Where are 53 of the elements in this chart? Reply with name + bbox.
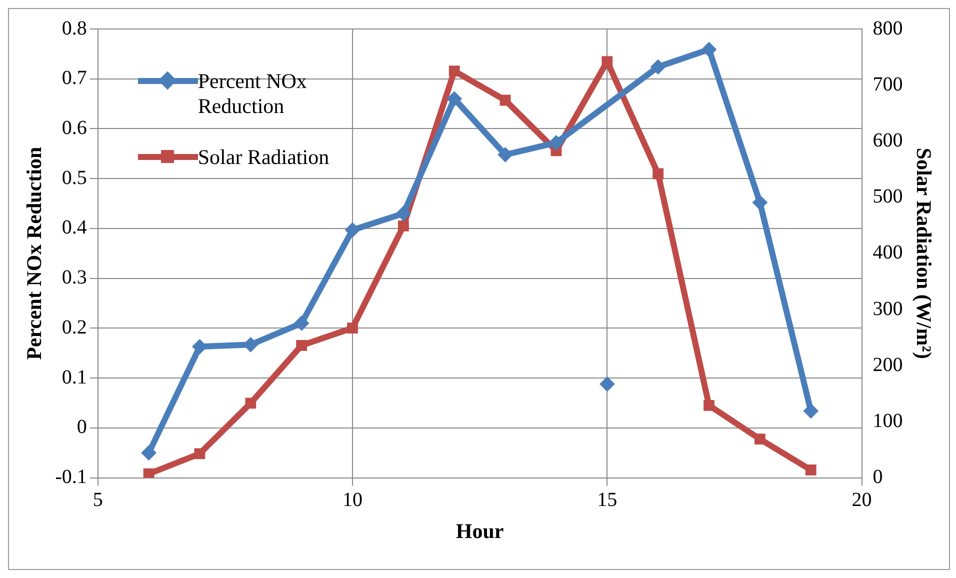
x-tick-label: 20 — [852, 489, 872, 512]
x-axis-title: Hour — [456, 518, 504, 543]
y2-tick-label: 300 — [872, 298, 903, 320]
y2-tick-label: 400 — [872, 242, 903, 264]
x-tick-label: 5 — [92, 489, 103, 512]
point — [602, 56, 613, 67]
point — [754, 434, 766, 445]
point — [347, 322, 358, 334]
point — [448, 66, 460, 77]
y-tick-label: 0.2 — [62, 316, 87, 338]
point — [650, 59, 666, 74]
point — [446, 91, 462, 106]
point — [498, 147, 513, 162]
y-tick-label: 0 — [76, 416, 87, 438]
y-tick-label: 0.4 — [62, 216, 87, 239]
point — [194, 448, 206, 460]
point — [500, 94, 511, 106]
y-tick-label: 0.7 — [62, 67, 87, 90]
y-tick-label: -0.1 — [55, 466, 87, 488]
y2-tick-label: 0 — [872, 466, 883, 488]
point — [752, 195, 768, 210]
point — [143, 468, 154, 478]
y-axis-title: Percent NOx Reduction — [22, 146, 46, 360]
point — [803, 403, 818, 418]
y-tick-label: 0.6 — [62, 116, 87, 139]
point — [245, 398, 256, 409]
point — [600, 376, 615, 392]
y-tick-label: 0.5 — [62, 166, 87, 189]
point — [704, 400, 714, 411]
y2-tick-label: 100 — [872, 410, 903, 432]
y2-tick-label: 200 — [872, 354, 903, 376]
point — [294, 316, 310, 331]
point — [345, 222, 360, 238]
point — [702, 42, 717, 57]
y-tick-label: 0.8 — [62, 17, 87, 40]
point — [296, 340, 308, 351]
y2-tick-label: 600 — [872, 129, 903, 152]
point — [652, 168, 664, 180]
y2-axis-title: Solar Radiation (W/m²) — [912, 148, 936, 360]
legend-label: Percent NOx Reduction — [198, 69, 308, 119]
y2-tick-label: 500 — [872, 186, 903, 208]
y2-tick-label: 700 — [872, 73, 903, 96]
y2-tick-label: 800 — [872, 17, 903, 40]
point — [141, 445, 156, 460]
y-tick-label: 0.1 — [62, 366, 87, 388]
point — [396, 206, 411, 222]
x-tick-label: 15 — [597, 489, 618, 512]
point — [398, 220, 409, 232]
x-tick-label: 10 — [342, 489, 363, 512]
legend-label: Solar Radiation — [198, 145, 330, 170]
point — [548, 135, 564, 150]
y-tick-label: 0.3 — [62, 266, 87, 289]
point — [805, 464, 816, 476]
